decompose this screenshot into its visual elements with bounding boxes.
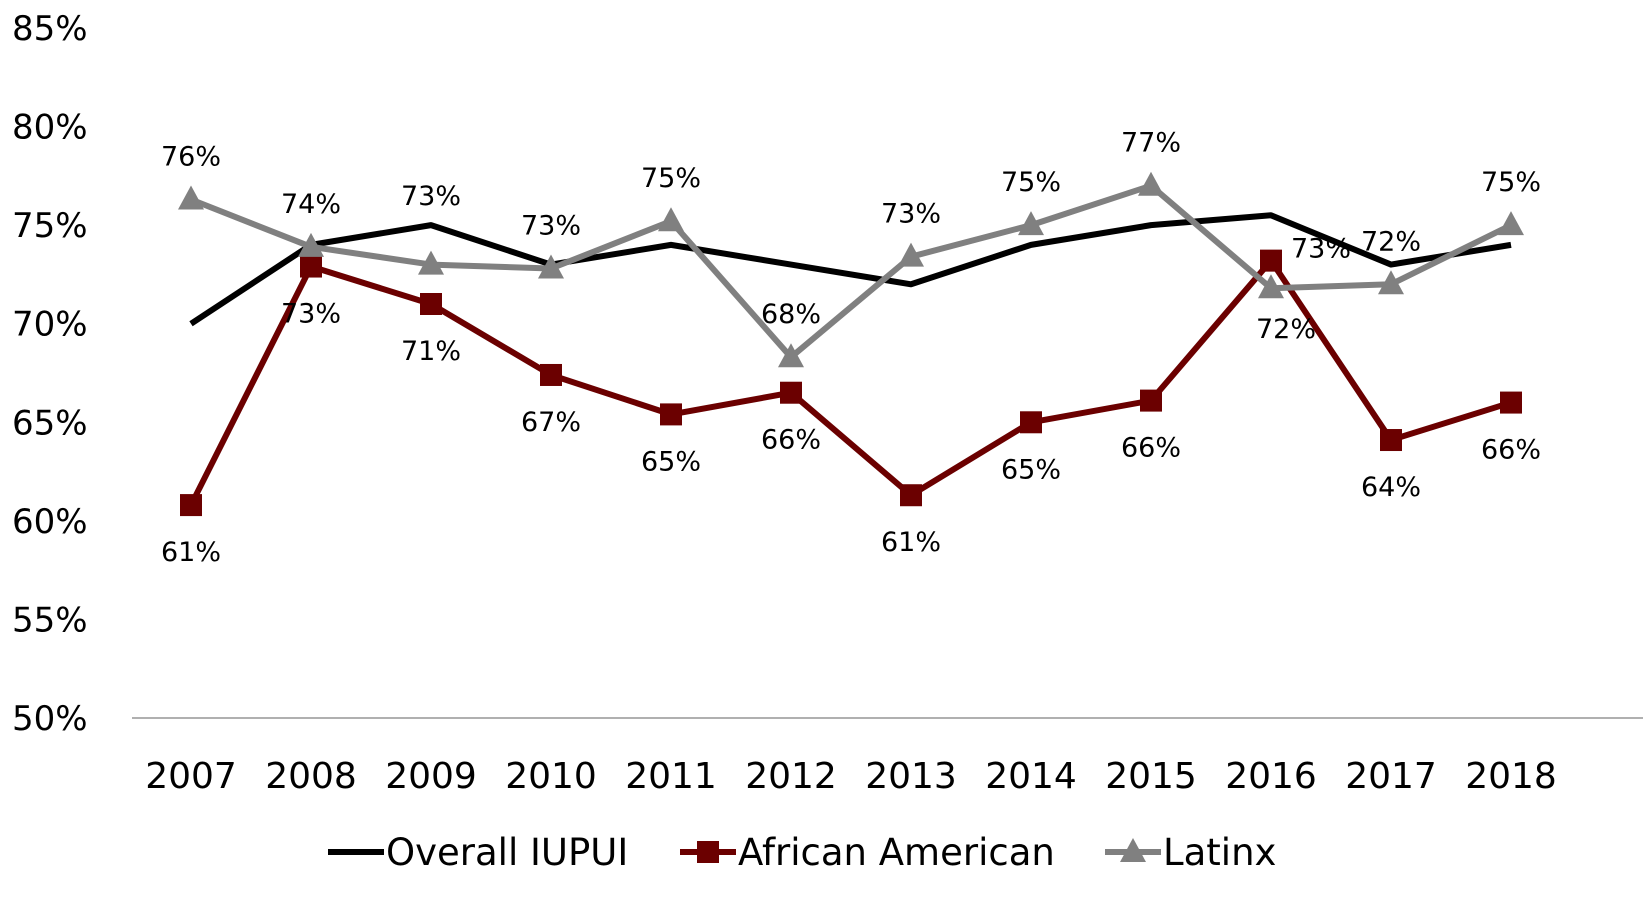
data-label: 65% (641, 446, 701, 477)
y-tick-label: 60% (12, 502, 88, 542)
legend-item: African American (680, 831, 1055, 874)
legend-label: African American (738, 831, 1055, 874)
data-point (420, 293, 442, 315)
x-tick-label: 2011 (625, 756, 717, 797)
data-label: 75% (1481, 167, 1541, 198)
data-point (1258, 274, 1284, 299)
data-labels: 73% 61% 73% 71% 67% 65% 66% 61% 65% 66% 73% 64% 66% 7… (161, 128, 1541, 568)
data-point (898, 242, 924, 267)
legend: Overall IUPUI African American Latinx (328, 831, 1276, 874)
series-latinx (178, 171, 1524, 368)
data-point (780, 381, 802, 404)
data-point (180, 494, 202, 517)
data-label: 73% (881, 199, 941, 230)
data-point (900, 484, 922, 507)
y-tick-label: 80% (12, 108, 88, 148)
data-point (418, 250, 444, 275)
data-label: 74% (281, 189, 341, 220)
data-label: 73% (401, 181, 461, 212)
data-point (300, 255, 322, 278)
series-line (189, 212, 1512, 327)
x-tick-label: 2008 (265, 756, 357, 797)
data-label: 76% (161, 142, 221, 173)
data-label: 61% (161, 537, 221, 568)
data-point (178, 185, 204, 210)
data-label: 68% (761, 299, 821, 330)
data-label: 73% (1291, 234, 1351, 265)
legend-marker (697, 841, 719, 863)
series-line (188, 257, 1512, 507)
data-point (1140, 389, 1162, 412)
data-label: 72% (1256, 314, 1316, 345)
data-point (1500, 391, 1522, 414)
data-label: 66% (1121, 433, 1181, 464)
series-overall-iupui (189, 212, 1512, 327)
data-point (298, 232, 324, 257)
y-tick-label: 70% (12, 305, 88, 345)
data-label: 73% (281, 299, 341, 330)
data-label: 61% (881, 527, 941, 558)
x-tick-label: 2017 (1345, 756, 1437, 797)
data-point (660, 403, 682, 426)
data-point (1018, 211, 1044, 236)
data-point (1020, 411, 1042, 434)
series-layer (178, 171, 1524, 517)
data-label: 73% (521, 211, 581, 242)
y-tick-label: 50% (12, 699, 88, 739)
data-label: 65% (1001, 454, 1061, 485)
x-tick-label: 2013 (865, 756, 957, 797)
data-point (538, 254, 564, 279)
x-axis: 2007 2008 2009 2010 2011 2012 2013 2014 2015 2016… (145, 756, 1557, 797)
x-tick-label: 2016 (1225, 756, 1317, 797)
y-axis: 50% 55% 60% 65% 70% 75% 80% 85% (12, 9, 88, 739)
data-point (1380, 429, 1402, 452)
x-tick-label: 2015 (1105, 756, 1197, 797)
legend-item: Latinx (1105, 831, 1276, 874)
data-label: 75% (641, 163, 701, 194)
x-tick-label: 2014 (985, 756, 1077, 797)
data-label: 71% (401, 336, 461, 367)
data-point (1378, 270, 1404, 295)
x-tick-label: 2009 (385, 756, 477, 797)
y-tick-label: 75% (12, 206, 88, 246)
data-point (1138, 171, 1164, 196)
x-tick-label: 2010 (505, 756, 597, 797)
data-point (658, 207, 684, 232)
legend-label: Overall IUPUI (386, 831, 628, 874)
legend-label: Latinx (1163, 831, 1276, 874)
data-point (540, 363, 562, 386)
data-label: 66% (761, 425, 821, 456)
y-tick-label: 85% (12, 9, 88, 49)
data-point (1260, 249, 1282, 272)
data-point (1498, 211, 1524, 236)
data-label: 75% (1001, 167, 1061, 198)
legend-marker (1120, 838, 1146, 862)
x-tick-label: 2012 (745, 756, 837, 797)
data-label: 77% (1121, 128, 1181, 159)
data-point (778, 343, 804, 368)
data-label: 72% (1361, 226, 1421, 257)
y-tick-label: 65% (12, 403, 88, 443)
series-line (189, 182, 1513, 361)
data-label: 66% (1481, 435, 1541, 466)
legend-item: Overall IUPUI (328, 831, 628, 874)
x-tick-label: 2007 (145, 756, 237, 797)
y-tick-label: 55% (12, 600, 88, 640)
data-label: 64% (1361, 472, 1421, 503)
data-label: 67% (521, 407, 581, 438)
x-tick-label: 2018 (1465, 756, 1557, 797)
